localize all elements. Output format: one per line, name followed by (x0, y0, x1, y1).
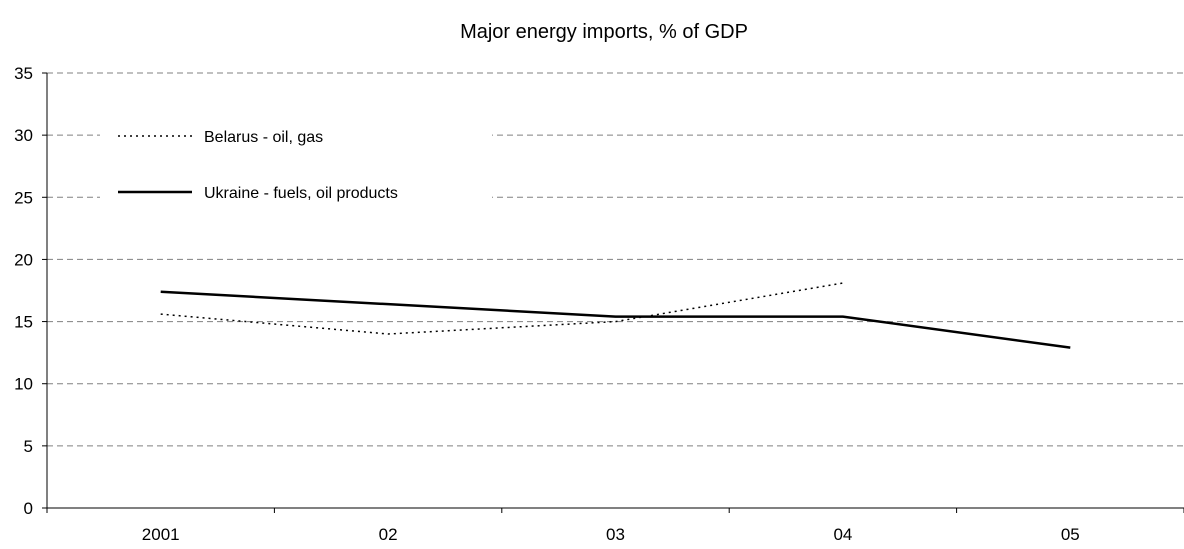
x-tick-label: 04 (833, 525, 852, 544)
y-tick-label: 35 (14, 64, 33, 83)
legend: Belarus - oil, gas Ukraine - fuels, oil p… (100, 112, 492, 212)
y-tick-label: 20 (14, 250, 33, 269)
x-tick-label: 03 (606, 525, 625, 544)
x-tick-label: 2001 (142, 525, 180, 544)
legend-background (100, 112, 492, 212)
y-tick-label: 5 (24, 437, 33, 456)
legend-label: Ukraine - fuels, oil products (204, 185, 398, 202)
y-tick-label: 0 (24, 499, 33, 518)
y-tick-label: 25 (14, 188, 33, 207)
series-lines (160, 282, 1071, 349)
y-tick-label: 10 (14, 375, 33, 394)
legend-label: Belarus - oil, gas (204, 129, 323, 146)
series-line-belarus (160, 282, 844, 335)
x-tick-label: 05 (1061, 525, 1080, 544)
y-tick-label: 30 (14, 126, 33, 145)
series-line-ukraine (160, 290, 1071, 349)
x-tick-label: 02 (379, 525, 398, 544)
chart-title: Major energy imports, % of GDP (460, 21, 748, 43)
y-tick-label: 15 (14, 313, 33, 332)
